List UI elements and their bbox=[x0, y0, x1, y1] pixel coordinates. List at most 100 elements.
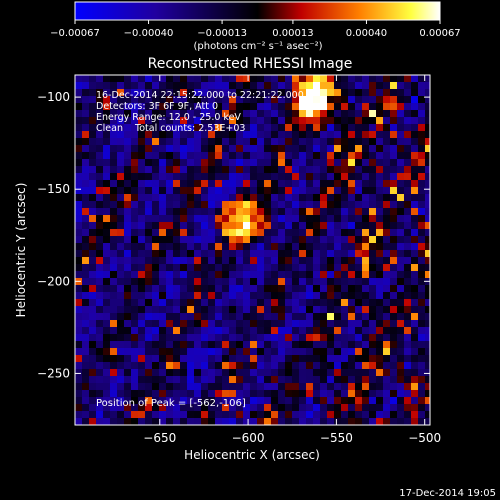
heatmap-cell bbox=[285, 341, 292, 348]
heatmap-cell bbox=[138, 306, 145, 313]
heatmap-cell bbox=[166, 180, 173, 187]
heatmap-cell bbox=[89, 215, 96, 222]
heatmap-cell bbox=[152, 264, 159, 271]
heatmap-cell bbox=[292, 180, 299, 187]
heatmap-cell bbox=[166, 103, 173, 110]
heatmap-cell bbox=[89, 166, 96, 173]
heatmap-cell bbox=[285, 369, 292, 376]
heatmap-cell bbox=[173, 117, 180, 124]
heatmap-cell bbox=[313, 236, 320, 243]
heatmap-cell bbox=[110, 89, 117, 96]
heatmap-cell bbox=[208, 383, 215, 390]
heatmap-cell bbox=[194, 229, 201, 236]
heatmap-cell bbox=[348, 271, 355, 278]
heatmap-cell bbox=[355, 271, 362, 278]
heatmap-cell bbox=[96, 292, 103, 299]
heatmap-cell bbox=[369, 383, 376, 390]
heatmap-cell bbox=[383, 320, 390, 327]
heatmap-cell bbox=[110, 96, 117, 103]
heatmap-cell bbox=[250, 110, 257, 117]
heatmap-cell bbox=[306, 166, 313, 173]
heatmap-cell bbox=[229, 327, 236, 334]
heatmap-cell bbox=[117, 215, 124, 222]
heatmap-cell bbox=[278, 124, 285, 131]
heatmap-cell bbox=[264, 110, 271, 117]
heatmap-cell bbox=[418, 320, 425, 327]
heatmap-cell bbox=[75, 264, 82, 271]
heatmap-cell bbox=[201, 306, 208, 313]
heatmap-cell bbox=[397, 341, 404, 348]
heatmap-cell bbox=[166, 96, 173, 103]
heatmap-cell bbox=[110, 390, 117, 397]
heatmap-cell bbox=[201, 236, 208, 243]
heatmap-cell bbox=[96, 117, 103, 124]
heatmap-cell bbox=[236, 250, 243, 257]
y-tick-label: −100 bbox=[37, 90, 70, 104]
heatmap-cell bbox=[89, 201, 96, 208]
heatmap-cell bbox=[159, 250, 166, 257]
heatmap-cell bbox=[166, 110, 173, 117]
heatmap-cell bbox=[425, 292, 430, 299]
heatmap-cell bbox=[236, 201, 243, 208]
heatmap-cell bbox=[236, 236, 243, 243]
heatmap-cell bbox=[201, 334, 208, 341]
heatmap-cell bbox=[362, 250, 369, 257]
heatmap-cell bbox=[75, 327, 82, 334]
heatmap-cell bbox=[82, 145, 89, 152]
heatmap-cell bbox=[201, 257, 208, 264]
heatmap-cell bbox=[369, 299, 376, 306]
heatmap-cell bbox=[369, 334, 376, 341]
heatmap-cell bbox=[159, 264, 166, 271]
heatmap-cell bbox=[376, 341, 383, 348]
heatmap-cell bbox=[376, 110, 383, 117]
heatmap-cell bbox=[418, 145, 425, 152]
heatmap-cell bbox=[138, 390, 145, 397]
heatmap-cell bbox=[390, 117, 397, 124]
heatmap-cell bbox=[306, 327, 313, 334]
heatmap-cell bbox=[285, 145, 292, 152]
heatmap-cell bbox=[82, 159, 89, 166]
heatmap-cell bbox=[138, 117, 145, 124]
heatmap-cell bbox=[138, 159, 145, 166]
heatmap-cell bbox=[229, 236, 236, 243]
heatmap-cell bbox=[215, 173, 222, 180]
heatmap-cell bbox=[285, 334, 292, 341]
heatmap-cell bbox=[292, 292, 299, 299]
heatmap-cell bbox=[194, 348, 201, 355]
heatmap-cell bbox=[250, 208, 257, 215]
heatmap-cell bbox=[215, 250, 222, 257]
heatmap-cell bbox=[117, 418, 124, 425]
heatmap-cell bbox=[313, 264, 320, 271]
heatmap-cell bbox=[243, 187, 250, 194]
heatmap-cell bbox=[159, 320, 166, 327]
heatmap-cell bbox=[110, 159, 117, 166]
heatmap-cell bbox=[152, 292, 159, 299]
heatmap-cell bbox=[264, 89, 271, 96]
heatmap-cell bbox=[299, 292, 306, 299]
heatmap-cell bbox=[159, 124, 166, 131]
heatmap-cell bbox=[250, 362, 257, 369]
heatmap-cell bbox=[166, 222, 173, 229]
heatmap-cell bbox=[285, 299, 292, 306]
heatmap-cell bbox=[222, 390, 229, 397]
heatmap-cell bbox=[89, 208, 96, 215]
heatmap-cell bbox=[411, 243, 418, 250]
heatmap-cell bbox=[411, 355, 418, 362]
heatmap-cell bbox=[306, 271, 313, 278]
heatmap-cell bbox=[89, 376, 96, 383]
heatmap-cell bbox=[411, 75, 418, 82]
x-tick-label: −500 bbox=[408, 431, 441, 445]
heatmap-cell bbox=[131, 201, 138, 208]
heatmap-cell bbox=[250, 278, 257, 285]
heatmap-cell bbox=[411, 208, 418, 215]
heatmap-cell bbox=[418, 166, 425, 173]
heatmap-cell bbox=[145, 166, 152, 173]
heatmap-cell bbox=[159, 180, 166, 187]
heatmap-cell bbox=[159, 348, 166, 355]
heatmap-cell bbox=[257, 250, 264, 257]
heatmap-cell bbox=[222, 355, 229, 362]
heatmap-cell bbox=[110, 404, 117, 411]
heatmap-cell bbox=[166, 201, 173, 208]
heatmap-cell bbox=[243, 138, 250, 145]
heatmap-cell bbox=[222, 376, 229, 383]
